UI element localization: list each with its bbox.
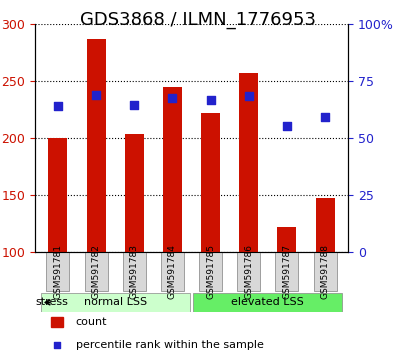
Text: GDS3868 / ILMN_1776953: GDS3868 / ILMN_1776953	[79, 11, 316, 29]
FancyBboxPatch shape	[237, 252, 260, 291]
Bar	[87, 39, 105, 252]
FancyBboxPatch shape	[47, 252, 70, 291]
Bar	[163, 87, 182, 252]
Point	[131, 102, 137, 108]
Text: stress: stress	[36, 297, 69, 308]
FancyBboxPatch shape	[85, 252, 107, 291]
Point	[169, 95, 175, 101]
Text: GSM591788: GSM591788	[321, 244, 329, 299]
Bar	[316, 198, 335, 252]
Text: elevated LSS: elevated LSS	[231, 297, 304, 308]
Text: GSM591781: GSM591781	[53, 244, 62, 299]
Bar	[125, 135, 144, 252]
Bar	[48, 138, 68, 252]
Point	[322, 114, 328, 120]
Bar	[277, 227, 297, 252]
Text: percentile rank within the sample: percentile rank within the sample	[76, 339, 263, 349]
Text: normal LSS: normal LSS	[84, 297, 147, 308]
FancyBboxPatch shape	[314, 252, 337, 291]
Text: GSM591787: GSM591787	[282, 244, 292, 299]
Text: GSM591786: GSM591786	[244, 244, 253, 299]
Point	[207, 97, 214, 103]
Point	[284, 124, 290, 129]
Point	[55, 103, 61, 109]
FancyBboxPatch shape	[161, 252, 184, 291]
Point	[93, 92, 99, 97]
FancyBboxPatch shape	[41, 293, 190, 312]
Text: count: count	[76, 317, 107, 327]
Text: GSM591785: GSM591785	[206, 244, 215, 299]
Bar	[201, 113, 220, 252]
Text: GSM591783: GSM591783	[130, 244, 139, 299]
FancyBboxPatch shape	[275, 252, 298, 291]
Point	[246, 93, 252, 98]
FancyBboxPatch shape	[194, 293, 342, 312]
FancyBboxPatch shape	[123, 252, 146, 291]
Text: GSM591784: GSM591784	[168, 244, 177, 299]
Bar	[239, 73, 258, 252]
FancyBboxPatch shape	[199, 252, 222, 291]
Bar	[51, 318, 63, 327]
Text: GSM591782: GSM591782	[92, 244, 101, 299]
Point	[54, 342, 60, 347]
